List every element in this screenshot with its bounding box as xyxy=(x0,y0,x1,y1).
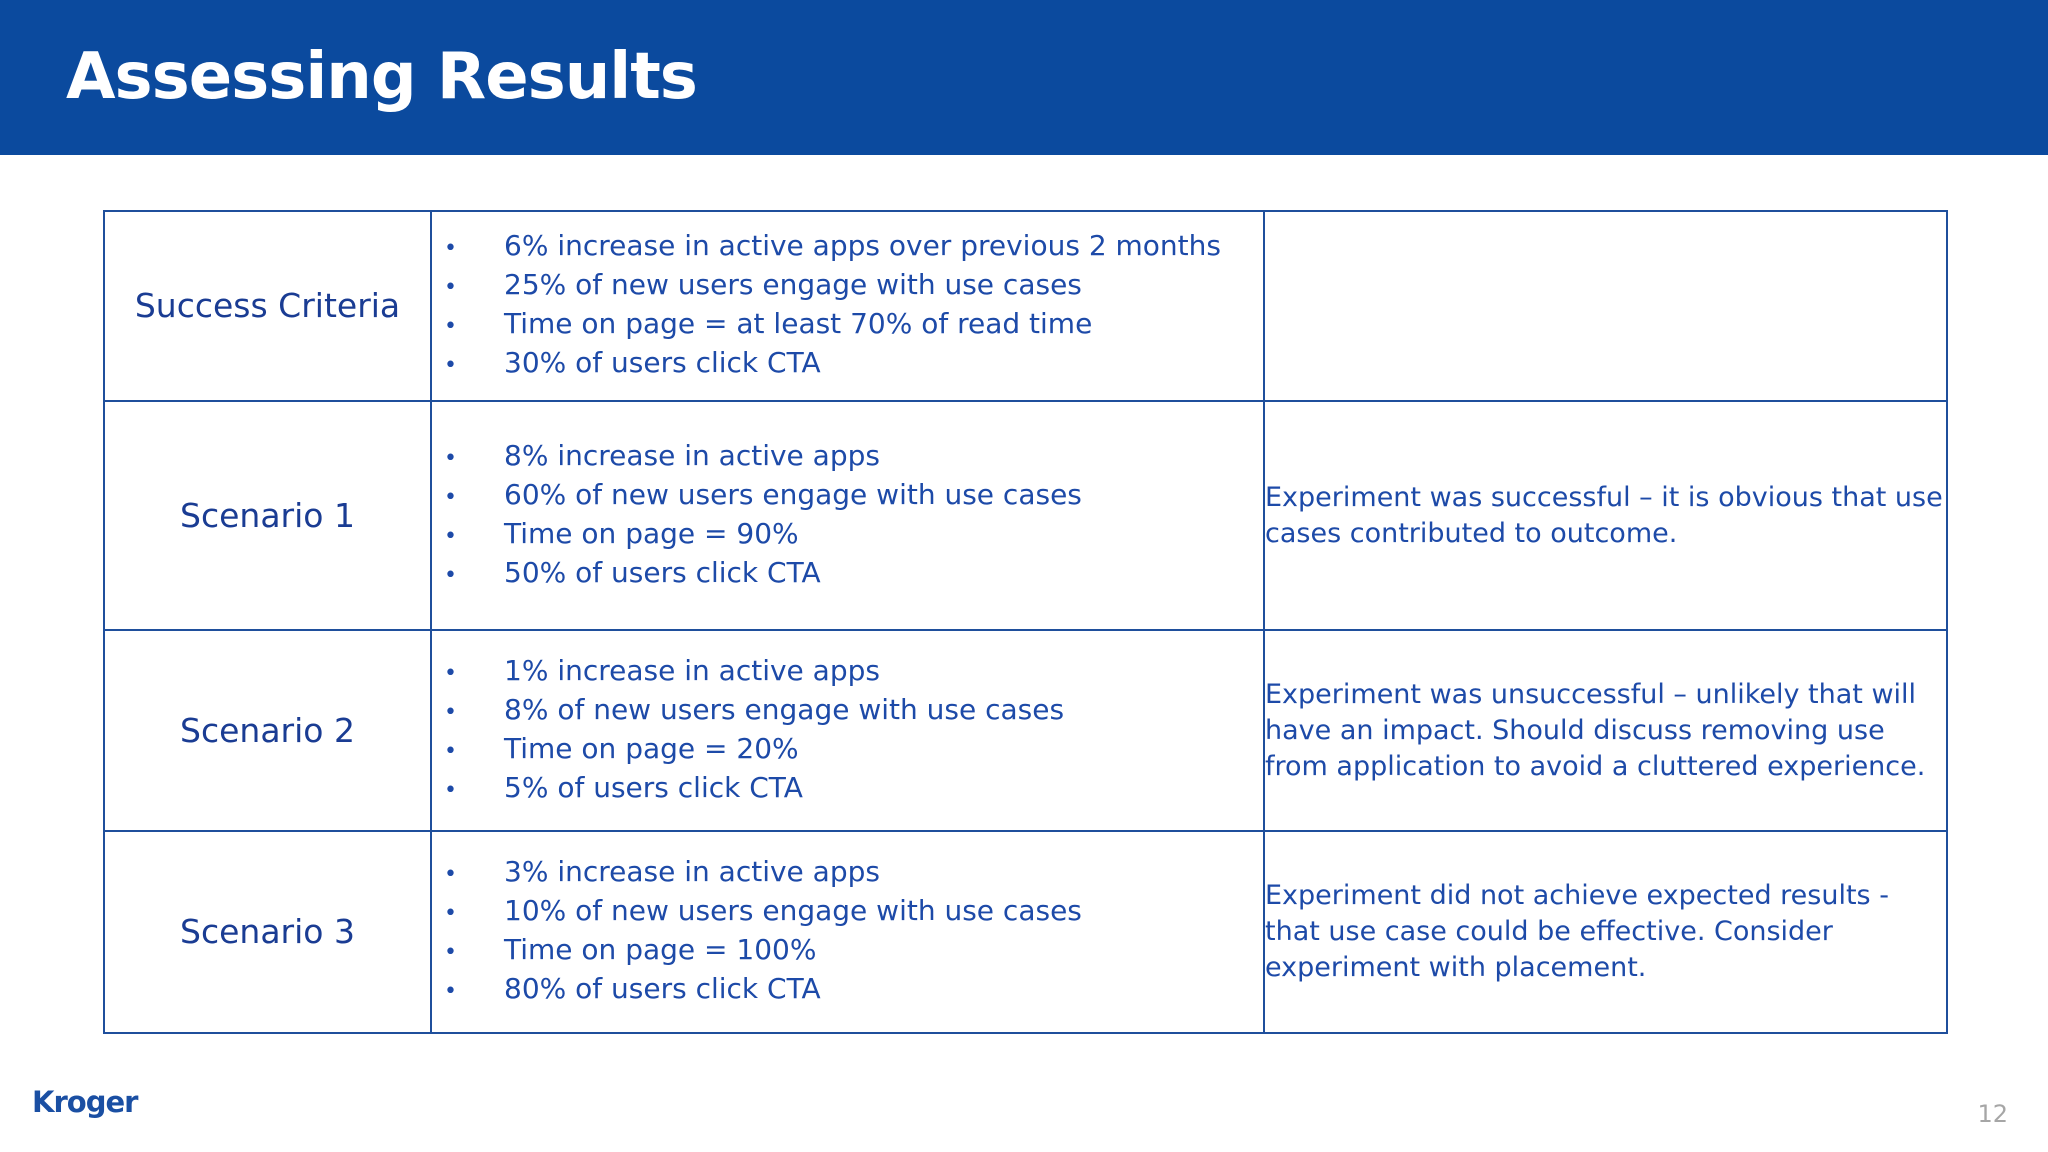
bullet-icon: • xyxy=(444,236,457,261)
metric-text: Time on page = at least 70% of read time xyxy=(504,307,1093,340)
metric-text: Time on page = 20% xyxy=(504,731,799,765)
metric-item: • 25% of new users engage with use cases xyxy=(432,267,1263,306)
metric-item: • Time on page = 20% xyxy=(432,731,1263,770)
row-label-cell: Scenario 2 xyxy=(103,629,432,832)
bullet-icon: • xyxy=(444,275,457,300)
row-label: Success Criteria xyxy=(134,286,401,325)
bullet-icon: • xyxy=(444,699,457,725)
metric-item: • 30% of users click CTA xyxy=(432,345,1263,384)
metric-item: • 60% of new users engage with use cases xyxy=(432,477,1263,516)
metric-text: Time on page = 90% xyxy=(504,516,799,550)
metrics-cell: • 1% increase in active apps • 8% of new u… xyxy=(430,629,1265,832)
bullet-icon: • xyxy=(444,777,457,803)
row-label-cell: Scenario 3 xyxy=(103,830,432,1034)
metric-item: • 8% increase in active apps xyxy=(432,438,1263,477)
metric-text: Time on page = 100% xyxy=(504,933,817,966)
row-label: Scenario 3 xyxy=(180,912,355,951)
outcome-cell xyxy=(1263,210,1948,402)
metric-item: • 80% of users click CTA xyxy=(432,971,1263,1010)
metric-item: • Time on page = 90% xyxy=(432,516,1263,555)
metric-text: 60% of new users engage with use cases xyxy=(504,477,1082,511)
metrics-list: • 1% increase in active apps • 8% of new u… xyxy=(432,653,1263,809)
header-bar: Assessing Results xyxy=(0,0,2048,155)
metric-item: • Time on page = 100% xyxy=(432,932,1263,971)
metric-text: 5% of users click CTA xyxy=(504,770,803,804)
slide-title: Assessing Results xyxy=(66,40,698,114)
metric-text: 80% of users click CTA xyxy=(504,972,821,1005)
metric-item: • Time on page = at least 70% of read tim… xyxy=(432,306,1263,345)
table-row-scenario-2: Scenario 2 • 1% increase in active apps •… xyxy=(103,629,1948,832)
metric-item: • 8% of new users engage with use cases xyxy=(432,692,1263,731)
metric-text: 50% of users click CTA xyxy=(504,555,821,589)
table-row-success-criteria: Success Criteria • 6% increase in active … xyxy=(103,210,1948,402)
bullet-icon: • xyxy=(444,660,457,686)
metric-text: 8% increase in active apps xyxy=(504,438,880,472)
bullet-icon: • xyxy=(444,353,457,378)
row-label: Scenario 1 xyxy=(180,495,355,535)
bullet-icon: • xyxy=(444,738,457,764)
bullet-icon: • xyxy=(444,445,457,471)
row-label-cell: Success Criteria xyxy=(103,210,432,402)
table-row-scenario-3: Scenario 3 • 3% increase in active apps •… xyxy=(103,830,1948,1034)
metric-text: 30% of users click CTA xyxy=(504,346,821,379)
bullet-icon: • xyxy=(444,979,457,1004)
outcome-cell: Experiment was successful – it is obviou… xyxy=(1263,400,1948,631)
metric-text: 1% increase in active apps xyxy=(504,653,880,687)
metric-item: • 5% of users click CTA xyxy=(432,770,1263,809)
metric-item: • 6% increase in active apps over previou… xyxy=(432,228,1263,267)
metric-item: • 1% increase in active apps xyxy=(432,653,1263,692)
kroger-logo: Kroger xyxy=(32,1085,138,1119)
metric-item: • 50% of users click CTA xyxy=(432,555,1263,594)
metrics-cell: • 3% increase in active apps • 10% of new … xyxy=(430,830,1265,1034)
row-label-cell: Scenario 1 xyxy=(103,400,432,631)
metric-text: 25% of new users engage with use cases xyxy=(504,268,1082,301)
bullet-icon: • xyxy=(444,862,457,887)
bullet-icon: • xyxy=(444,523,457,549)
bullet-icon: • xyxy=(444,314,457,339)
outcome-cell: Experiment did not achieve expected resu… xyxy=(1263,830,1948,1034)
bullet-icon: • xyxy=(444,940,457,965)
table-row-scenario-1: Scenario 1 • 8% increase in active apps •… xyxy=(103,400,1948,631)
bullet-icon: • xyxy=(444,901,457,926)
metric-text: 8% of new users engage with use cases xyxy=(504,692,1065,726)
metric-item: • 3% increase in active apps xyxy=(432,854,1263,893)
metric-item: • 10% of new users engage with use cases xyxy=(432,893,1263,932)
bullet-icon: • xyxy=(444,484,457,510)
metrics-cell: • 6% increase in active apps over previou… xyxy=(430,210,1265,402)
metric-text: 10% of new users engage with use cases xyxy=(504,894,1082,927)
metrics-cell: • 8% increase in active apps • 60% of new … xyxy=(430,400,1265,631)
page-number: 12 xyxy=(1977,1100,2008,1128)
metrics-list: • 6% increase in active apps over previou… xyxy=(432,228,1263,384)
results-table: Success Criteria • 6% increase in active … xyxy=(103,210,1948,1034)
bullet-icon: • xyxy=(444,562,457,588)
metric-text: 3% increase in active apps xyxy=(504,855,880,888)
row-label: Scenario 2 xyxy=(180,710,355,750)
outcome-cell: Experiment was unsuccessful – unlikely t… xyxy=(1263,629,1948,832)
metric-text: 6% increase in active apps over previous… xyxy=(504,229,1221,262)
metrics-list: • 3% increase in active apps • 10% of new … xyxy=(432,854,1263,1010)
metrics-list: • 8% increase in active apps • 60% of new … xyxy=(432,438,1263,594)
